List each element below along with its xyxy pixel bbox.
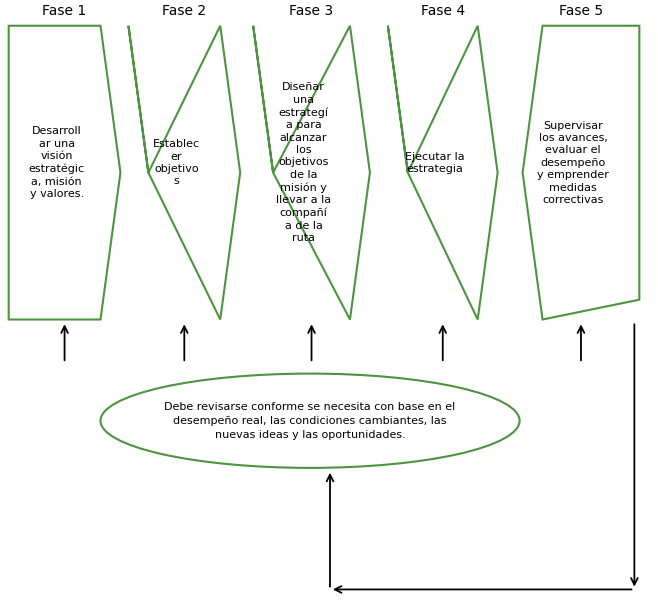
Polygon shape [522, 26, 640, 320]
Text: Fase 1: Fase 1 [42, 4, 87, 18]
Polygon shape [388, 26, 497, 320]
Polygon shape [128, 26, 240, 320]
Text: Desarroll
ar una
visión
estratégic
a, misión
y valores.: Desarroll ar una visión estratégic a, mi… [28, 126, 85, 199]
Text: Supervisar
los avances,
evaluar el
desempeño
y emprender
medidas
correctivas: Supervisar los avances, evaluar el desem… [537, 121, 609, 205]
Text: Fase 2: Fase 2 [163, 4, 207, 18]
Text: Fase 4: Fase 4 [420, 4, 465, 18]
Polygon shape [253, 26, 370, 320]
Polygon shape [9, 26, 120, 320]
Text: Establec
er
objetivo
s: Establec er objetivo s [153, 139, 200, 186]
Text: Fase 3: Fase 3 [290, 4, 334, 18]
Text: Diseñar
una
estrategí
a para
alcanzar
los
objetivos
de la
misión y
llevar a la
c: Diseñar una estrategí a para alcanzar lo… [276, 82, 331, 243]
Text: Fase 5: Fase 5 [559, 4, 603, 18]
Text: Ejecutar la
estrategia: Ejecutar la estrategia [405, 151, 465, 174]
Text: Debe revisarse conforme se necesita con base en el
desempeño real, las condicion: Debe revisarse conforme se necesita con … [164, 402, 456, 440]
